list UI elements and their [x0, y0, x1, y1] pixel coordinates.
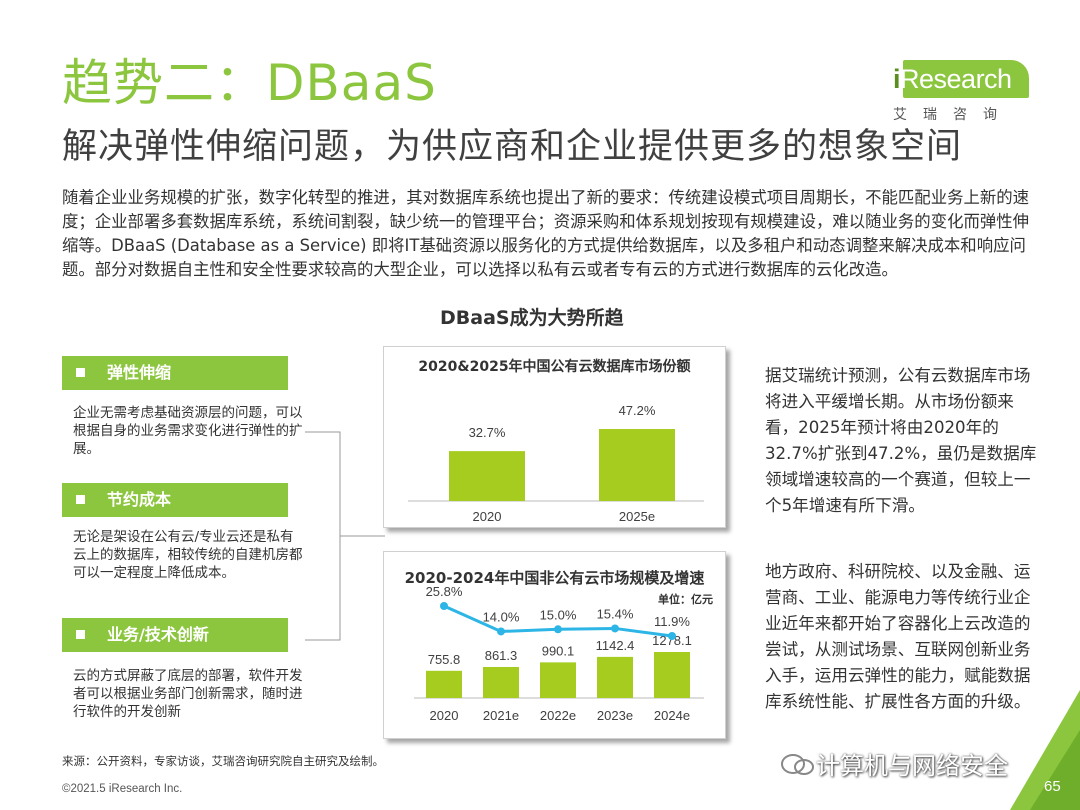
page-number: 65 [1044, 778, 1061, 795]
chart1-value-label: 32.7% [469, 425, 506, 440]
feature-text-elasticity: 企业无需考虑基础资源层的问题，可以根据自身的业务需求变化进行弹性的扩展。 [73, 405, 303, 457]
iresearch-logo: iResearch 艾瑞咨询 [893, 60, 1033, 126]
chart2-bar [426, 670, 462, 698]
page-title: 趋势二：DBaaS [62, 54, 437, 112]
right-paragraph-1: 据艾瑞统计预测，公有云数据库市场将进入平缓增长期。从市场份额来看，2025年预计… [765, 366, 1037, 515]
corner-decoration [1010, 690, 1080, 810]
chart1-title: 2020&2025年中国公有云数据库市场份额 [418, 359, 691, 375]
source-note: 来源：公开资料，专家访谈，艾瑞咨询研究院自主研究及绘制。 [62, 754, 384, 768]
chart2-growth-label: 25.8% [426, 584, 463, 599]
feature-header-cost: 节约成本 [62, 483, 288, 517]
chart2-category-label: 2024e [654, 708, 690, 723]
chart2-category-label: 2022e [540, 708, 576, 723]
chart-public-cloud-share: 2020&2025年中国公有云数据库市场份额 32.7% 2020 47.2% 202… [383, 346, 726, 528]
chart2-bar-label: 861.3 [485, 648, 518, 663]
page-subtitle: 解决弹性伸缩问题，为供应商和企业提供更多的想象空间 [62, 127, 963, 167]
chart2-bar [654, 652, 690, 698]
chart2-growth-label: 11.9% [654, 614, 690, 629]
chart2-unit: 单位：亿元 [658, 593, 713, 606]
wechat-icon [781, 754, 814, 775]
chart2-growth-point [497, 627, 505, 636]
intro-paragraph: 随着企业业务规模的扩张，数字化转型的推进，其对数据库系统也提出了新的要求：传统建… [62, 188, 1030, 279]
chart2-growth-label: 15.0% [540, 607, 577, 622]
feature-text-innovation: 云的方式屏蔽了底层的部署，软件开发者可以根据业务部门创新需求，随时进行软件的开发… [73, 668, 303, 720]
chart2-plot: 755.8 2020 861.3 2021e 990.1 2022e 1142.4 2023e… [414, 584, 704, 723]
chart2-bar [597, 656, 633, 698]
chart2-category-label: 2023e [597, 708, 633, 723]
chart2-title: 2020-2024年中国非公有云市场规模及增速 [404, 569, 705, 587]
section-title: DBaaS成为大势所趋 [440, 307, 624, 329]
chart1-bar [449, 451, 525, 501]
chart2-category-label: 2021e [483, 708, 519, 723]
feature-header-elasticity: 弹性伸缩 [62, 356, 288, 390]
chart1-bar [599, 429, 675, 501]
chart2-growth-point [554, 625, 562, 634]
wechat-watermark: 计算机与网络安全 [780, 746, 1008, 781]
chart-non-public-cloud-market: 2020-2024年中国非公有云市场规模及增速 单位：亿元 755.8 2020 8… [383, 551, 726, 739]
feature-header-innovation: 业务/技术创新 [62, 618, 288, 652]
chart2-bar-label: 1142.4 [596, 638, 635, 653]
chart2-growth-point [440, 602, 448, 610]
chart2-bar-label: 755.8 [428, 652, 461, 667]
copyright: ©2021.5 iResearch Inc. [62, 783, 183, 795]
chart1-plot: 32.7% 2020 47.2% 2025e [408, 403, 704, 524]
right-paragraph-2: 地方政府、科研院校、以及金融、运营商、工业、能源电力等传统行业企业近年来都开始了… [765, 562, 1031, 711]
chart1-category-label: 2020 [473, 509, 502, 524]
chart2-bar-label: 990.1 [542, 643, 575, 658]
chart2-growth-point [668, 632, 676, 640]
feature-text-cost: 无论是架设在公有云/专业云还是私有云上的数据库，相较传统的自建机房都可以一定程度… [73, 529, 303, 581]
chart2-growth-label: 14.0% [483, 609, 520, 624]
chart1-value-label: 47.2% [619, 403, 656, 418]
chart2-bar-label: 1278.1 [652, 633, 692, 648]
bracket-connector [305, 431, 385, 641]
chart1-category-label: 2025e [619, 509, 655, 524]
chart2-growth-label: 15.4% [597, 606, 634, 621]
chart2-bar [540, 662, 576, 698]
chart2-category-label: 2020 [430, 708, 459, 723]
chart2-bar [483, 667, 519, 698]
chart2-growth-point [611, 624, 619, 633]
